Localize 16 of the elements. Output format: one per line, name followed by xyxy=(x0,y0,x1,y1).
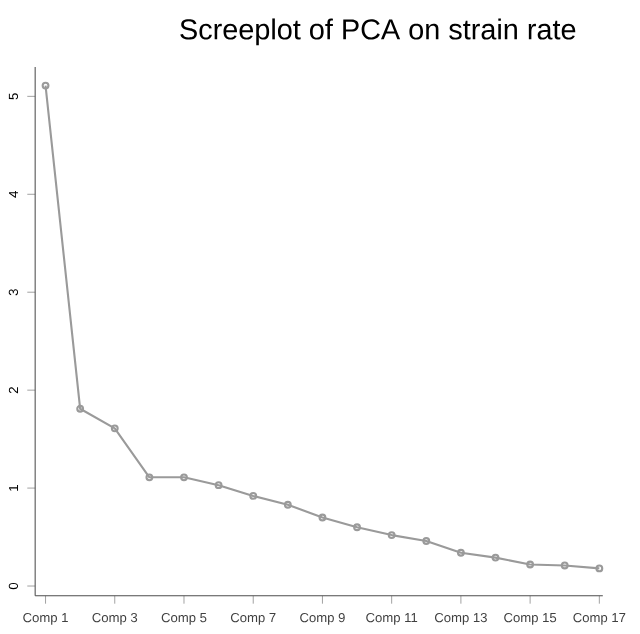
point xyxy=(560,561,569,570)
chart-title: Screeplot of PCA on strain rate xyxy=(180,18,576,46)
point xyxy=(180,473,188,482)
point xyxy=(422,537,431,546)
point xyxy=(491,553,500,562)
point xyxy=(110,424,119,433)
point xyxy=(249,492,258,501)
point xyxy=(214,481,223,490)
point xyxy=(526,560,535,569)
point xyxy=(76,405,85,413)
point xyxy=(283,501,292,509)
point xyxy=(353,523,361,532)
point xyxy=(145,473,154,482)
point xyxy=(387,531,396,540)
point xyxy=(318,513,327,522)
point xyxy=(456,549,465,557)
